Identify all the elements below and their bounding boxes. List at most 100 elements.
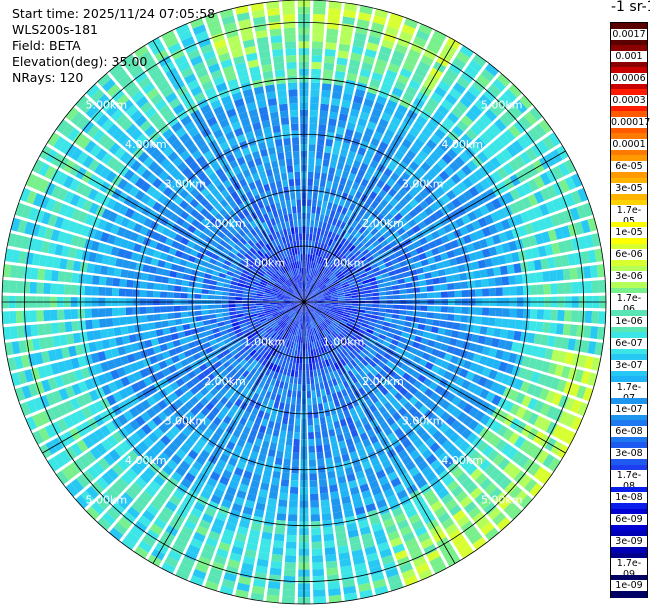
ray-cell bbox=[583, 325, 592, 339]
ray-cell bbox=[320, 285, 327, 291]
ray-cell bbox=[342, 502, 353, 512]
ray-cell bbox=[412, 287, 421, 293]
ray-cell bbox=[577, 281, 586, 294]
ray-cell bbox=[240, 325, 249, 332]
ray-cell bbox=[224, 320, 232, 325]
ray-cell bbox=[389, 356, 398, 364]
ray-cell bbox=[246, 381, 254, 390]
ray-cell bbox=[341, 495, 352, 505]
ray-cell bbox=[289, 410, 295, 419]
ray-cell bbox=[304, 329, 307, 337]
ray-cell bbox=[287, 424, 294, 432]
ray-cell bbox=[126, 353, 136, 363]
ray-cell bbox=[580, 370, 591, 385]
ray-cell bbox=[338, 397, 346, 406]
ray-cell bbox=[468, 506, 482, 519]
ray-cell bbox=[570, 310, 579, 323]
ray-cell bbox=[394, 80, 407, 91]
ray-cell bbox=[78, 454, 91, 468]
ray-cell bbox=[489, 467, 502, 481]
ray-cell bbox=[317, 300, 325, 302]
ray-cell bbox=[539, 403, 551, 416]
ray-cell bbox=[306, 212, 311, 220]
ray-cell bbox=[195, 525, 209, 537]
ray-cell bbox=[296, 335, 300, 343]
ray-cell bbox=[88, 341, 97, 353]
ray-cell bbox=[362, 438, 372, 448]
ray-cell bbox=[331, 321, 338, 327]
ray-cell bbox=[294, 335, 298, 343]
ray-cell bbox=[172, 489, 185, 501]
ray-cell bbox=[319, 323, 325, 331]
ray-cell bbox=[580, 219, 591, 234]
ray-cell bbox=[332, 449, 341, 458]
ray-cell bbox=[267, 328, 274, 335]
ray-cell bbox=[343, 410, 351, 419]
ray-cell bbox=[361, 532, 373, 542]
ray-cell bbox=[283, 346, 288, 354]
ray-cell bbox=[413, 305, 421, 311]
ray-cell bbox=[116, 497, 130, 510]
ray-cell bbox=[314, 287, 320, 294]
ray-cell bbox=[409, 269, 418, 276]
ray-cell bbox=[292, 305, 299, 310]
ray-cell bbox=[37, 268, 46, 281]
ray-cell bbox=[265, 405, 273, 414]
ray-cell bbox=[314, 376, 319, 384]
ray-cell bbox=[281, 374, 286, 382]
ray-cell bbox=[256, 293, 264, 297]
ray-cell bbox=[310, 328, 314, 336]
ray-cell bbox=[235, 532, 247, 542]
ray-cell bbox=[424, 388, 434, 398]
ray-cell bbox=[518, 474, 532, 489]
ray-cell bbox=[416, 477, 428, 489]
ray-cell bbox=[127, 325, 136, 334]
ray-cell bbox=[416, 166, 427, 177]
ray-cell bbox=[378, 189, 387, 199]
ray-cell bbox=[403, 213, 413, 223]
ray-cell bbox=[173, 305, 181, 312]
ray-cell bbox=[454, 436, 466, 448]
ray-cell bbox=[522, 131, 536, 146]
ray-cell bbox=[475, 118, 488, 131]
ray-cell bbox=[434, 209, 445, 219]
ray-cell bbox=[523, 308, 531, 319]
ray-cell bbox=[353, 337, 361, 344]
ray-cell bbox=[58, 388, 69, 401]
ray-cell bbox=[310, 303, 318, 307]
ray-cell bbox=[323, 306, 331, 310]
ray-cell bbox=[431, 348, 440, 357]
ray-cell bbox=[310, 247, 314, 255]
ray-cell bbox=[283, 410, 290, 418]
ray-cell bbox=[125, 531, 140, 545]
ray-cell bbox=[353, 131, 363, 140]
ray-cell bbox=[564, 159, 576, 174]
ray-cell bbox=[546, 185, 558, 199]
ray-cell bbox=[336, 205, 343, 214]
ray-cell bbox=[319, 416, 326, 425]
ray-cell bbox=[195, 381, 205, 391]
ray-cell bbox=[432, 562, 447, 574]
ray-cell bbox=[329, 386, 336, 394]
ray-cell bbox=[456, 76, 470, 89]
ray-cell bbox=[202, 341, 211, 349]
ray-cell bbox=[81, 250, 91, 261]
ray-cell bbox=[157, 336, 166, 345]
ray-cell bbox=[494, 492, 508, 506]
ray-cell bbox=[197, 326, 206, 333]
ray-cell bbox=[378, 118, 389, 129]
ray-cell bbox=[417, 460, 429, 472]
ray-cell bbox=[84, 450, 97, 464]
ray-cell bbox=[291, 348, 295, 356]
ray-cell bbox=[310, 500, 320, 508]
ray-cell bbox=[294, 370, 299, 378]
ray-cell bbox=[339, 558, 352, 568]
ray-cell bbox=[263, 306, 271, 310]
ray-cell bbox=[294, 349, 298, 357]
ray-cell bbox=[326, 327, 333, 334]
ray-cell bbox=[410, 322, 419, 329]
ray-cell bbox=[414, 390, 424, 400]
ray-cell bbox=[529, 107, 543, 122]
ray-cell bbox=[344, 466, 354, 476]
ray-cell bbox=[465, 128, 478, 141]
